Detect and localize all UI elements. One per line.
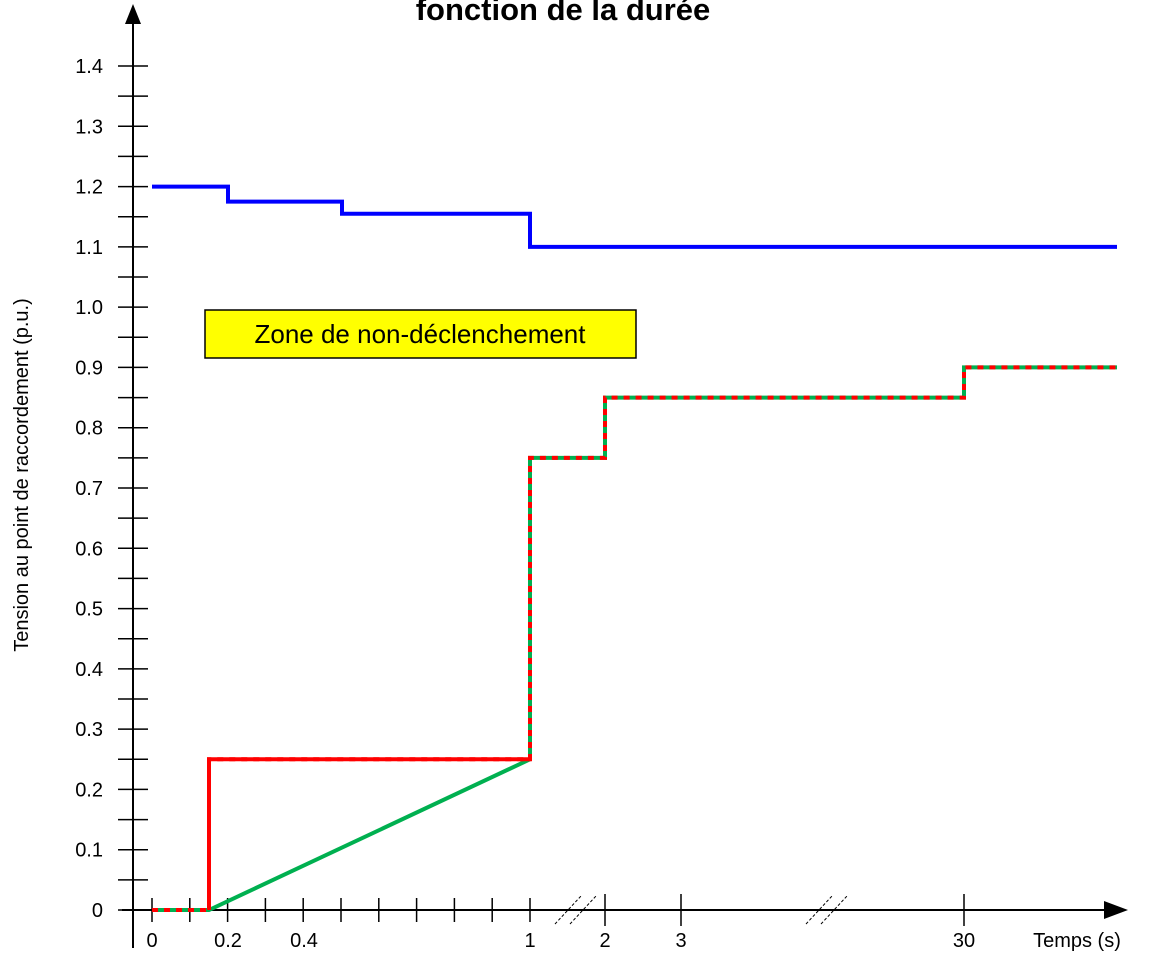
y-tick-label: 0	[92, 900, 103, 922]
chart-title: fonction de la durée	[416, 0, 711, 27]
axis-break-slash	[569, 895, 597, 925]
zone-annotation-text: Zone de non-déclenchement	[254, 319, 586, 349]
axis-break-slash	[805, 895, 833, 925]
y-tick-label: 1.4	[75, 56, 103, 78]
x-axis: 0 0.2 0.4 1 2 3 30	[122, 894, 1128, 952]
x-tick-label: 1	[524, 930, 535, 952]
x-axis-label: Temps (s)	[1033, 930, 1121, 952]
y-tick-label: 0.4	[75, 659, 103, 681]
series-green-line	[152, 365, 1117, 912]
y-tick-label: 1.0	[75, 297, 103, 319]
series-upper-line	[152, 184, 1117, 249]
y-axis-arrow	[125, 4, 141, 24]
x-tick-label: 0.2	[214, 930, 242, 952]
y-axis: 0 0.1 0.2 0.3 0.4 0.5 0.6 0.7 0.8 0.9 1.0 1.1 1.2 1.3…	[75, 4, 148, 948]
x-axis-arrow	[1104, 901, 1128, 919]
x-tick-label: 30	[953, 930, 975, 952]
series-layer	[152, 184, 1117, 912]
zone-annotation-box	[204, 309, 637, 359]
axis-break-marks	[554, 895, 848, 925]
zone-annotation: Zone de non-déclenchement	[204, 309, 637, 359]
x-tick-label: 0	[146, 930, 157, 952]
y-tick-label: 0.5	[75, 599, 103, 621]
y-tick-label: 0.8	[75, 418, 103, 440]
x-tick-label: 3	[675, 930, 686, 952]
y-tick-label: 0.7	[75, 478, 103, 500]
series-red-solid-segment	[207, 757, 530, 910]
axis-break-slash	[820, 895, 848, 925]
y-tick-label: 0.9	[75, 357, 103, 379]
y-tick-label: 1.1	[75, 237, 103, 259]
x-tick-label: 2	[599, 930, 610, 952]
y-tick-label: 0.1	[75, 840, 103, 862]
y-tick-label: 1.2	[75, 177, 103, 199]
y-tick-label: 0.2	[75, 779, 103, 801]
series-red-line	[152, 365, 1117, 912]
y-tick-label: 1.3	[75, 116, 103, 138]
y-axis-label: Tension au point de raccordement (p.u.)	[11, 298, 33, 652]
y-tick-label: 0.6	[75, 538, 103, 560]
x-tick-label: 0.4	[290, 930, 318, 952]
y-tick-label: 0.3	[75, 719, 103, 741]
axis-break-slash	[554, 895, 582, 925]
